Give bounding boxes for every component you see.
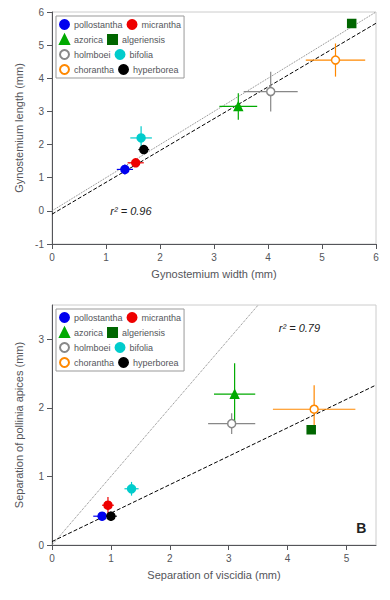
svg-text:1: 1 bbox=[38, 471, 44, 482]
svg-text:0: 0 bbox=[38, 205, 44, 216]
svg-text:micrantha: micrantha bbox=[142, 313, 182, 323]
svg-text:algeriensis: algeriensis bbox=[122, 35, 166, 45]
svg-text:5: 5 bbox=[319, 252, 325, 263]
svg-text:2: 2 bbox=[157, 252, 163, 263]
svg-text:holmboei: holmboei bbox=[74, 343, 111, 353]
svg-text:4: 4 bbox=[285, 553, 291, 564]
svg-text:chorantha: chorantha bbox=[74, 65, 114, 75]
svg-text:B: B bbox=[356, 520, 366, 536]
svg-text:3: 3 bbox=[38, 334, 44, 345]
svg-text:3: 3 bbox=[38, 106, 44, 117]
svg-text:3: 3 bbox=[211, 252, 217, 263]
svg-text:bifolia: bifolia bbox=[130, 50, 154, 60]
svg-text:chorantha: chorantha bbox=[74, 358, 114, 368]
svg-text:4: 4 bbox=[38, 73, 44, 84]
svg-text:-1: -1 bbox=[35, 239, 44, 250]
svg-text:azorica: azorica bbox=[74, 328, 103, 338]
svg-text:hyperborea: hyperborea bbox=[133, 358, 179, 368]
svg-text:5: 5 bbox=[38, 40, 44, 51]
svg-text:0: 0 bbox=[38, 540, 44, 551]
svg-text:Gynostemium length (mm): Gynostemium length (mm) bbox=[13, 63, 25, 193]
svg-text:4: 4 bbox=[265, 252, 271, 263]
svg-text:micrantha: micrantha bbox=[142, 20, 182, 30]
svg-text:0: 0 bbox=[49, 252, 55, 263]
svg-text:holmboei: holmboei bbox=[74, 50, 111, 60]
svg-text:1: 1 bbox=[103, 252, 109, 263]
svg-text:1: 1 bbox=[108, 553, 114, 564]
svg-text:3: 3 bbox=[226, 553, 232, 564]
svg-text:2: 2 bbox=[38, 402, 44, 413]
svg-text:0: 0 bbox=[49, 553, 55, 564]
svg-text:azorica: azorica bbox=[74, 35, 103, 45]
svg-text:6: 6 bbox=[38, 7, 44, 18]
svg-text:pollostantha: pollostantha bbox=[74, 20, 123, 30]
svg-text:Separation of pollinia apices: Separation of pollinia apices (mm) bbox=[13, 342, 25, 508]
svg-text:hyperborea: hyperborea bbox=[133, 65, 179, 75]
svg-text:bifolia: bifolia bbox=[130, 343, 154, 353]
svg-text:r² = 0.79: r² = 0.79 bbox=[279, 322, 320, 334]
svg-text:2: 2 bbox=[167, 553, 173, 564]
svg-text:Gynostemium width (mm): Gynostemium width (mm) bbox=[151, 268, 276, 280]
svg-text:1: 1 bbox=[38, 172, 44, 183]
svg-text:algeriensis: algeriensis bbox=[122, 328, 166, 338]
svg-text:2: 2 bbox=[38, 139, 44, 150]
svg-text:r² = 0.96: r² = 0.96 bbox=[110, 205, 152, 217]
svg-text:6: 6 bbox=[373, 252, 379, 263]
svg-text:5: 5 bbox=[344, 553, 350, 564]
svg-text:Separation of viscidia (mm): Separation of viscidia (mm) bbox=[147, 569, 280, 581]
svg-text:pollostantha: pollostantha bbox=[74, 313, 123, 323]
